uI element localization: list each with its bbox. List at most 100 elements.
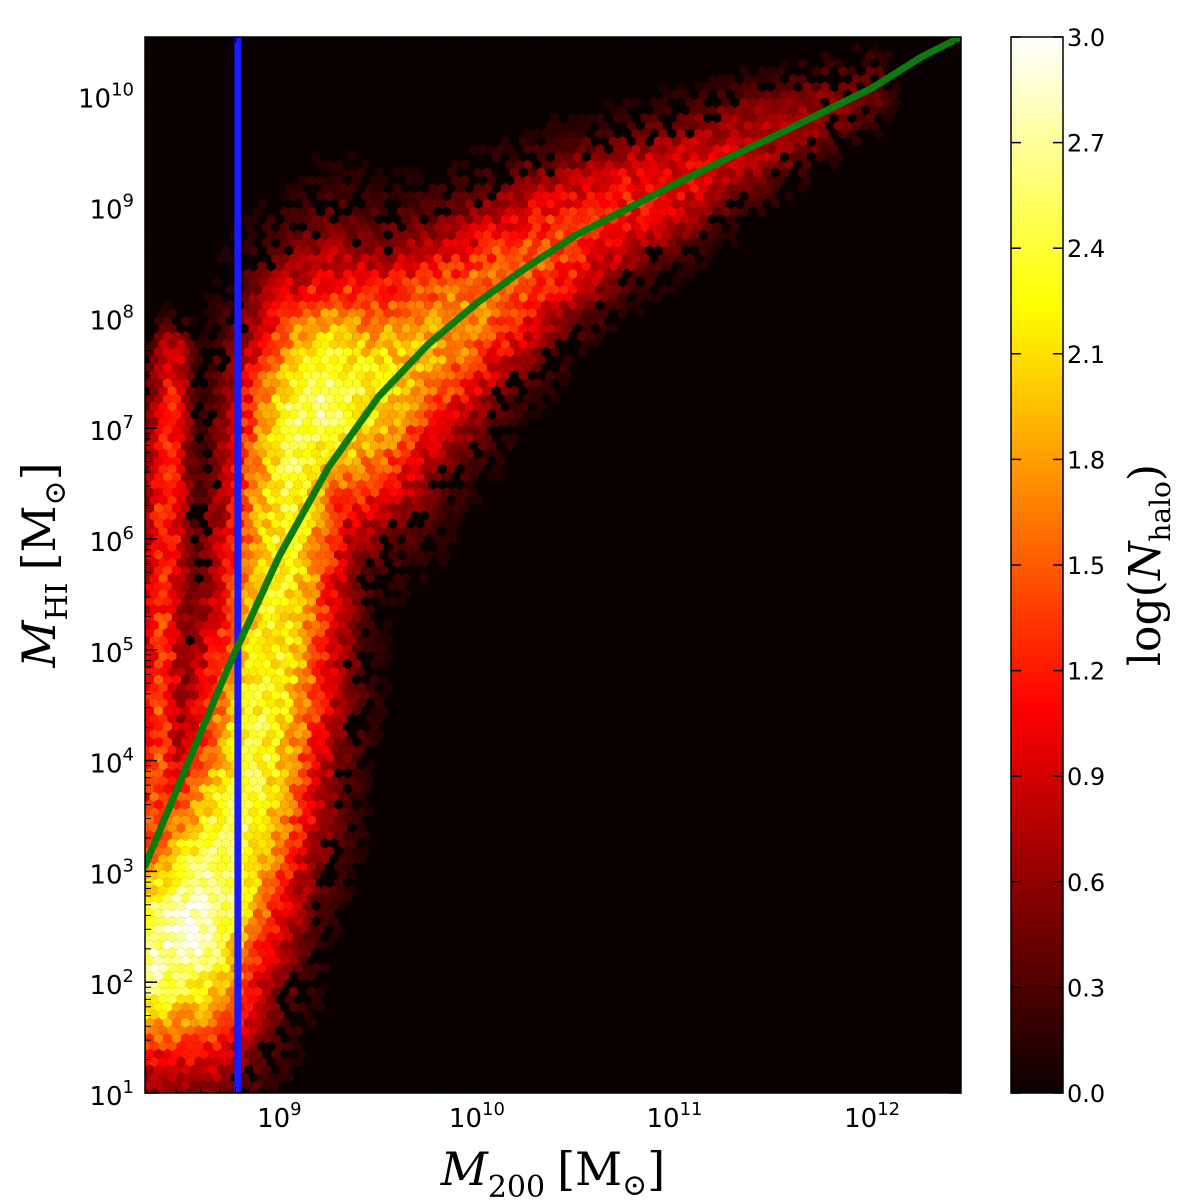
hex-cell — [163, 346, 172, 358]
hex-cell — [280, 627, 290, 638]
hex-cell — [379, 440, 389, 451]
hex-cell — [365, 229, 375, 241]
hex-cell — [505, 346, 515, 358]
hex-cell — [577, 128, 587, 139]
hex-cell — [838, 66, 848, 77]
hex-cell — [280, 190, 290, 202]
hex-cell — [685, 268, 695, 280]
hex-cell — [298, 658, 308, 670]
hex-cell — [563, 120, 573, 131]
hex-cell — [662, 214, 672, 225]
hex-cell — [771, 89, 780, 100]
hex-cell — [316, 721, 326, 732]
hex-cell — [334, 284, 344, 295]
hex-cell — [289, 284, 299, 295]
hex-cell — [158, 635, 168, 646]
hex-cell — [212, 775, 222, 787]
hex-cell — [545, 292, 555, 303]
hex-cell — [311, 401, 321, 412]
hex-cell — [352, 783, 362, 794]
hex-cell — [730, 237, 740, 248]
hex-cell — [644, 120, 654, 131]
hex-cell — [253, 471, 263, 482]
hex-cell — [181, 783, 190, 794]
hex-cell — [194, 604, 204, 615]
hex-cell — [365, 432, 375, 443]
hex-cell — [325, 237, 335, 248]
hex-cell — [190, 424, 199, 436]
hex-cell — [847, 66, 857, 77]
hex-cell — [379, 705, 389, 716]
hex-cell — [275, 432, 285, 443]
hex-cell — [181, 331, 190, 342]
hex-cell — [739, 112, 749, 124]
hex-cell — [329, 651, 339, 662]
hex-cell — [397, 471, 407, 482]
hex-cell — [239, 354, 249, 365]
hex-cell — [496, 237, 506, 248]
hex-cell — [302, 869, 312, 880]
hex-cell — [307, 612, 317, 623]
hex-cell — [217, 908, 227, 919]
hex-cell — [329, 744, 339, 755]
hex-cell — [469, 206, 479, 217]
hex-cell — [320, 729, 330, 740]
hex-cell — [221, 916, 231, 927]
hex-cell — [181, 799, 190, 810]
hex-cell — [154, 518, 163, 529]
hex-cell — [599, 276, 609, 287]
hex-cell — [518, 417, 528, 428]
hex-cell — [226, 892, 236, 904]
hex-cell — [316, 362, 326, 373]
hex-cell — [356, 323, 366, 334]
colorbar-tick-label: 2.4 — [1067, 235, 1105, 263]
hex-cell — [433, 237, 443, 248]
hex-cell — [226, 627, 236, 638]
hex-cell — [586, 190, 596, 202]
hex-cell — [158, 1056, 168, 1067]
hex-cell — [280, 690, 290, 701]
hex-cell — [532, 300, 542, 311]
hex-cell — [239, 1041, 249, 1052]
hex-cell — [190, 674, 199, 685]
hex-cell — [181, 534, 190, 545]
hex-cell — [266, 822, 276, 833]
hex-cell — [473, 167, 483, 178]
hex-cell — [244, 736, 254, 748]
hex-cell — [406, 300, 416, 311]
hex-cell — [266, 869, 276, 880]
hex-cell — [208, 877, 218, 888]
hex-cell — [289, 783, 299, 794]
hex-cell — [374, 729, 384, 740]
hex-cell — [406, 502, 416, 514]
hex-cell — [158, 666, 168, 677]
hex-cell — [185, 557, 195, 568]
hex-cell — [766, 175, 776, 186]
hex-cell — [473, 401, 483, 412]
hex-cell — [320, 744, 330, 755]
hex-cell — [212, 807, 222, 818]
hex-cell — [311, 604, 321, 615]
hex-cell — [154, 471, 163, 482]
hex-cell — [635, 307, 645, 319]
hex-cell — [721, 175, 731, 186]
hex-cell — [563, 167, 573, 178]
hex-cell — [392, 385, 402, 397]
hex-cell — [550, 175, 560, 186]
hex-cell — [145, 744, 150, 755]
hex-cell — [293, 807, 303, 818]
hex-cell — [266, 214, 276, 225]
hex-cell — [370, 268, 380, 280]
hex-cell — [145, 1017, 154, 1028]
hex-cell — [149, 417, 159, 428]
hex-cell — [208, 1017, 218, 1028]
hex-cell — [275, 276, 285, 287]
hex-cell — [712, 144, 722, 155]
hex-cell — [154, 331, 163, 342]
hex-cell — [694, 206, 704, 217]
hex-cell — [320, 963, 330, 974]
hex-cell — [599, 198, 609, 209]
hex-cell — [194, 994, 204, 1005]
hex-cell — [320, 510, 330, 521]
hex-cell — [861, 73, 870, 85]
